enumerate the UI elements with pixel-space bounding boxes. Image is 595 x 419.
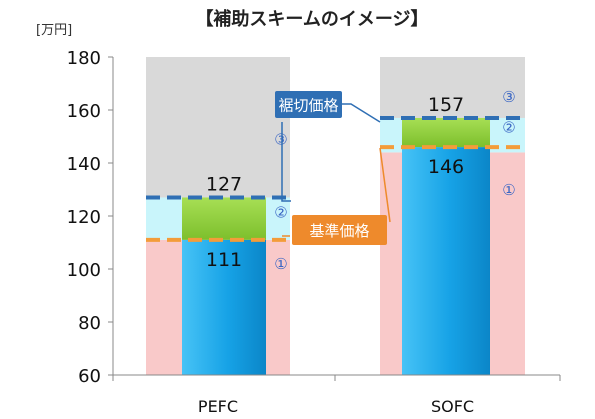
y-tick-label-80: 80: [78, 313, 101, 334]
pefc-mark-1: ①: [274, 255, 287, 273]
cap-price-label-pefc: 127: [206, 173, 242, 195]
region-3-pefc: [146, 57, 290, 198]
x-tick-label-pefc: PEFC: [198, 397, 238, 416]
base-price-connector-sofc: [379, 147, 391, 223]
y-tick-label-100: 100: [67, 260, 101, 281]
base-price-callout-text: 基準価格: [309, 222, 369, 240]
y-tick-label-60: 60: [78, 366, 101, 387]
base-price-callout-box: [292, 215, 387, 245]
bar-base-sofc: [402, 147, 490, 375]
bar-base-pefc: [182, 239, 266, 375]
cap-price-callout-text: 裾切価格: [278, 97, 338, 115]
sofc-mark-2: ②: [502, 119, 515, 137]
y-tick-label-140: 140: [67, 154, 101, 175]
region-3-sofc: [380, 57, 525, 118]
base-price-label-sofc: 146: [428, 156, 464, 178]
y-tick-label-120: 120: [67, 207, 101, 228]
bar-subsidy-pefc: [182, 197, 266, 240]
chart-title: 【補助スキームのイメージ】: [195, 8, 428, 30]
sofc-mark-3: ③: [502, 88, 515, 106]
unit-label: [万円]: [36, 23, 72, 38]
x-tick-label-sofc: SOFC: [431, 397, 474, 416]
base-price-label-pefc: 111: [206, 249, 242, 271]
cap-price-connector-sofc: [342, 103, 381, 123]
y-tick-label-180: 180: [67, 48, 101, 69]
pefc-mark-2: ②: [274, 203, 287, 221]
cap-price-callout-box: [275, 91, 342, 118]
y-tick-label-160: 160: [67, 101, 101, 122]
sofc-mark-1: ①: [502, 181, 515, 199]
bar-subsidy-sofc: [402, 117, 490, 148]
cap-price-label-sofc: 157: [428, 94, 464, 116]
pefc-mark-3: ③: [274, 130, 287, 148]
cap-price-connector-pefc: [281, 122, 291, 202]
